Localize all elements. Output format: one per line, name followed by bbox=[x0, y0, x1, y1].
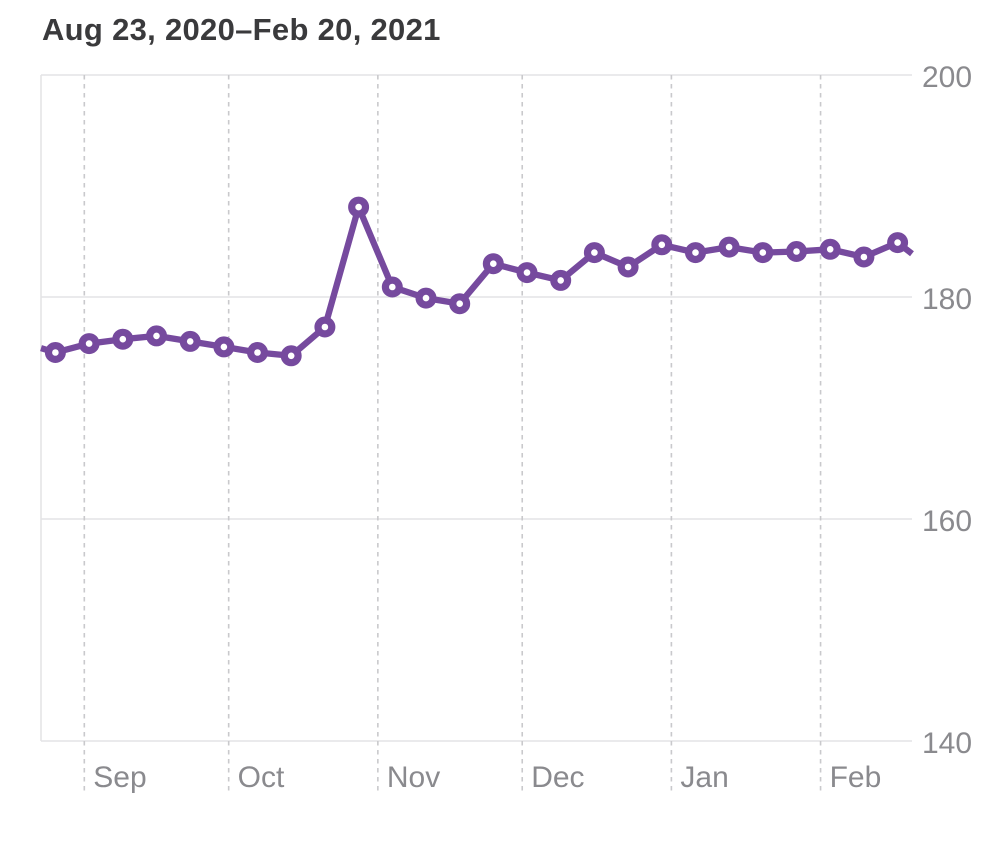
data-point-marker[interactable] bbox=[449, 293, 471, 315]
data-point-marker[interactable] bbox=[651, 234, 673, 256]
data-point-marker[interactable] bbox=[348, 196, 370, 218]
data-point-marker[interactable] bbox=[247, 342, 269, 364]
data-point-marker[interactable] bbox=[550, 269, 572, 291]
data-point-marker[interactable] bbox=[314, 316, 336, 338]
x-axis-month-label: Feb bbox=[830, 761, 882, 794]
y-axis-tick-label: 180 bbox=[922, 283, 972, 316]
data-point-marker[interactable] bbox=[583, 242, 605, 264]
x-axis-month-label: Dec bbox=[531, 761, 584, 794]
data-point-marker[interactable] bbox=[78, 333, 100, 355]
data-point-marker[interactable] bbox=[684, 242, 706, 264]
data-point-marker[interactable] bbox=[179, 330, 201, 352]
data-point-marker[interactable] bbox=[718, 236, 740, 258]
data-point-marker[interactable] bbox=[785, 241, 807, 263]
y-axis-tick-label: 160 bbox=[922, 505, 972, 538]
x-axis-month-label: Jan bbox=[680, 761, 728, 794]
chart-date-range-title: Aug 23, 2020–Feb 20, 2021 bbox=[42, 12, 441, 47]
data-point-marker[interactable] bbox=[280, 345, 302, 367]
data-point-marker[interactable] bbox=[516, 262, 538, 284]
trend-line bbox=[40, 203, 914, 359]
data-point-marker[interactable] bbox=[146, 325, 168, 347]
data-point-marker[interactable] bbox=[887, 232, 909, 254]
data-point-marker[interactable] bbox=[752, 242, 774, 264]
x-axis-month-label: Oct bbox=[238, 761, 285, 794]
x-axis-month-label: Sep bbox=[93, 761, 146, 794]
data-point-marker[interactable] bbox=[819, 238, 841, 260]
data-point-marker[interactable] bbox=[617, 256, 639, 278]
y-axis-tick-label: 200 bbox=[922, 61, 972, 94]
data-point-marker[interactable] bbox=[482, 253, 504, 275]
data-point-marker[interactable] bbox=[381, 276, 403, 298]
data-point-marker[interactable] bbox=[853, 246, 875, 268]
data-point-marker[interactable] bbox=[415, 287, 437, 309]
y-axis-tick-label: 140 bbox=[922, 727, 972, 760]
data-point-marker[interactable] bbox=[213, 336, 235, 358]
x-axis-month-label: Nov bbox=[387, 761, 440, 794]
data-point-marker[interactable] bbox=[44, 342, 66, 364]
data-point-marker[interactable] bbox=[112, 328, 134, 350]
